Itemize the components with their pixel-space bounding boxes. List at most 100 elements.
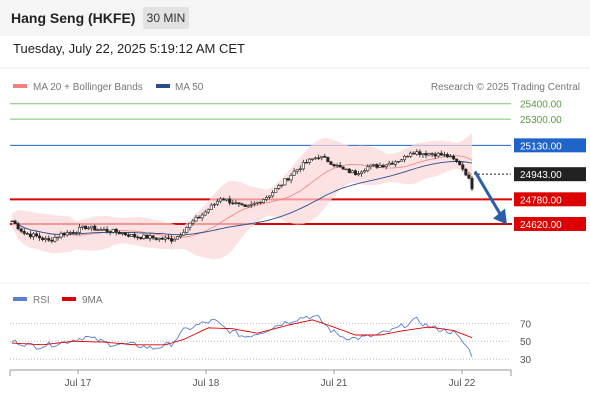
rsi-tick-label: 50 [520, 337, 532, 348]
level-tag-current [514, 167, 586, 182]
candle-body [350, 170, 354, 174]
candle-body [384, 164, 388, 167]
candle-body [326, 157, 330, 163]
candle-body [53, 237, 57, 242]
candle-body [65, 232, 69, 236]
candle-body [412, 152, 416, 155]
candle-body [449, 155, 453, 158]
rsi-line [11, 315, 473, 357]
candle-body [127, 234, 131, 237]
candle-body [237, 202, 241, 205]
rsi-legend-label: RSI [33, 295, 50, 306]
candle-body [160, 237, 164, 240]
time-tick-label: Jul 22 [449, 378, 476, 389]
candle-body [403, 156, 407, 161]
candle-body [185, 227, 189, 233]
candle-body [231, 202, 235, 205]
time-tick-label: Jul 18 [193, 378, 220, 389]
ma20-line [11, 155, 473, 238]
candle-body [81, 225, 85, 228]
candle-body [436, 152, 440, 157]
level-tag-support [514, 192, 586, 207]
candle-body [157, 237, 161, 240]
candle-body [467, 174, 471, 179]
candle-body [283, 178, 287, 186]
candle-body [173, 238, 177, 242]
forecast-arrow-shaft [473, 170, 503, 217]
candle-body [341, 166, 345, 170]
level-tag-pivot [514, 138, 586, 153]
candle-body [424, 153, 428, 156]
candle-body [13, 220, 17, 225]
candle-body [243, 204, 247, 207]
level-label-pivot: 25130.00 [520, 141, 562, 152]
rsi-tick-label: 30 [520, 355, 532, 366]
candle-body [197, 216, 201, 219]
candle-body [117, 232, 121, 235]
candle-body [268, 195, 272, 198]
candle-body [353, 170, 357, 175]
candle-body [44, 238, 48, 240]
timeframe-button[interactable]: 30 MIN [143, 7, 189, 29]
candle-body [68, 232, 72, 234]
candle-body [136, 236, 140, 239]
rsi-panel: 70 50 30 [10, 315, 532, 366]
candle-body [298, 168, 302, 170]
candle-body [439, 152, 443, 156]
candle-body [442, 154, 446, 156]
candle-body [455, 158, 459, 162]
ma50-line [11, 161, 473, 236]
candle-body [280, 184, 284, 187]
candle-body [427, 153, 431, 156]
candle-body [304, 162, 308, 164]
candle-body [108, 231, 112, 233]
candle-body [163, 237, 167, 240]
candle-body [406, 155, 410, 158]
candle-body [292, 170, 296, 176]
candle-body [433, 153, 437, 157]
candle-body [182, 231, 186, 236]
ma20-legend-swatch [13, 84, 27, 88]
candle-body [461, 164, 465, 170]
level-label-current: 24943.00 [520, 170, 562, 181]
rsi-legend-swatch [13, 297, 27, 301]
candle-body [265, 196, 269, 200]
candle-body [188, 222, 192, 228]
time-tick-label: Jul 17 [65, 378, 92, 389]
candle-body [366, 166, 370, 171]
candle-body [219, 198, 223, 202]
candle-body [206, 209, 210, 213]
candle-body [145, 234, 149, 239]
candle-body [234, 202, 238, 204]
rsi-ma-legend-label: 9MA [82, 295, 103, 306]
candle-body [114, 228, 118, 233]
candle-body [25, 233, 29, 235]
candle-body [252, 202, 256, 205]
candle-body [35, 233, 39, 237]
candle-body [295, 169, 299, 172]
main-legend: MA 20 + Bollinger Bands MA 50 Research ©… [13, 82, 580, 93]
rsi-ma-line [11, 319, 473, 346]
candle-body [286, 178, 290, 181]
candle-body [111, 228, 115, 233]
ma20-legend-label: MA 20 + Bollinger Bands [33, 82, 143, 93]
chart-header: Hang Seng (HKFE) 30 MIN [0, 0, 590, 36]
candle-body [56, 236, 60, 239]
candle-body [31, 233, 35, 238]
price-series [10, 132, 507, 260]
candle-body [84, 225, 88, 230]
rsi-tick-label: 70 [520, 319, 532, 330]
candle-body [59, 232, 63, 238]
candle-body [258, 201, 262, 204]
candle-body [387, 162, 391, 166]
forecast-arrow-head [493, 208, 507, 225]
candle-body [225, 198, 229, 201]
candle-body [99, 229, 103, 231]
candle-body [277, 185, 281, 189]
candle-body [151, 235, 155, 239]
candle-body [77, 227, 81, 233]
candle-body [329, 161, 333, 165]
candle-body [38, 235, 42, 239]
candle-body [47, 238, 51, 241]
candle-body [421, 153, 425, 155]
